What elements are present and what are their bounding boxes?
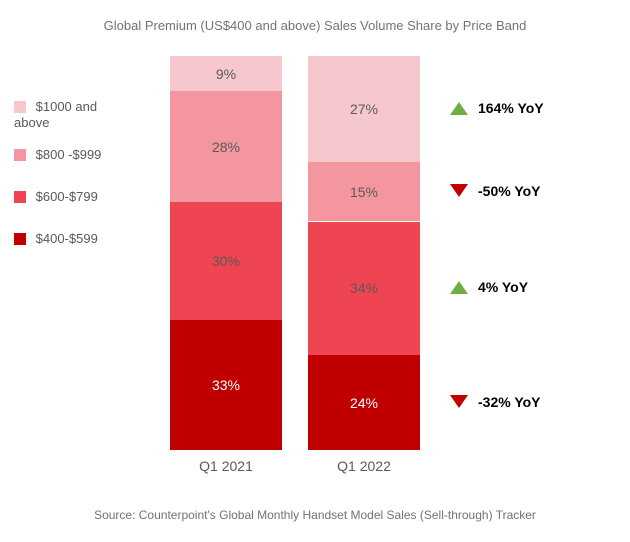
legend-swatch xyxy=(14,101,26,113)
yoy-item: 4% YoY xyxy=(450,279,610,295)
x-label-q1-2021: Q1 2021 xyxy=(170,458,282,474)
bar-segment: 33% xyxy=(170,320,282,450)
yoy-column: 164% YoY -50% YoY 4% YoY -32% YoY xyxy=(450,56,620,482)
legend-item-1000: $1000 and above xyxy=(14,98,124,130)
bar-segment: 28% xyxy=(170,91,282,201)
yoy-value: 4% YoY xyxy=(478,279,528,295)
legend-label: $800 -$999 xyxy=(36,147,102,162)
arrow-down-icon xyxy=(450,395,468,408)
yoy-item: 164% YoY xyxy=(450,100,610,116)
yoy-value: -50% YoY xyxy=(478,183,541,199)
bar-segment: 30% xyxy=(170,202,282,320)
x-label-q1-2022: Q1 2022 xyxy=(308,458,420,474)
chart-content: $1000 and above $800 -$999 $600-$799 $40… xyxy=(0,56,630,482)
legend-swatch xyxy=(14,149,26,161)
legend-item-400: $400-$599 xyxy=(14,230,124,246)
legend-swatch xyxy=(14,233,26,245)
x-axis-labels: Q1 2021 Q1 2022 xyxy=(140,450,440,482)
bar-q1-2022: 24%34%15%27% xyxy=(308,56,420,450)
arrow-down-icon xyxy=(450,184,468,197)
arrow-up-icon xyxy=(450,102,468,115)
bars-container: 33%30%28%9%24%34%15%27% xyxy=(140,56,440,450)
yoy-value: -32% YoY xyxy=(478,394,541,410)
legend: $1000 and above $800 -$999 $600-$799 $40… xyxy=(14,98,124,272)
yoy-item: -50% YoY xyxy=(450,183,610,199)
legend-item-800: $800 -$999 xyxy=(14,146,124,162)
legend-label: $600-$799 xyxy=(36,189,98,204)
bar-segment: 34% xyxy=(308,222,420,356)
legend-swatch xyxy=(14,191,26,203)
bar-segment: 15% xyxy=(308,162,420,221)
chart-title: Global Premium (US$400 and above) Sales … xyxy=(0,0,630,33)
legend-label: $400-$599 xyxy=(36,231,98,246)
legend-label: $1000 and above xyxy=(14,99,97,130)
bar-segment: 27% xyxy=(308,56,420,162)
yoy-item: -32% YoY xyxy=(450,394,610,410)
yoy-container: 164% YoY -50% YoY 4% YoY -32% YoY xyxy=(450,56,620,450)
yoy-value: 164% YoY xyxy=(478,100,544,116)
chart-plot-area: 33%30%28%9%24%34%15%27% Q1 2021 Q1 2022 xyxy=(140,56,440,482)
bar-segment: 24% xyxy=(308,355,420,450)
bar-q1-2021: 33%30%28%9% xyxy=(170,56,282,450)
arrow-up-icon xyxy=(450,281,468,294)
source-line: Source: Counterpoint's Global Monthly Ha… xyxy=(0,508,630,522)
bar-segment: 9% xyxy=(170,56,282,91)
legend-item-600: $600-$799 xyxy=(14,188,124,204)
